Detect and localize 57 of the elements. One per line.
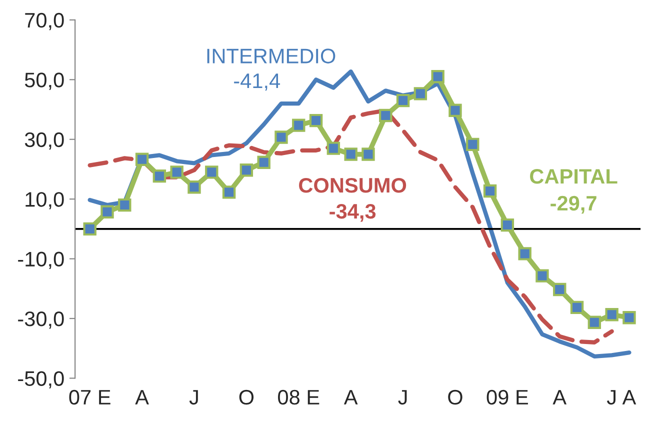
point [118,198,132,212]
x-tick-label: 08 E [278,390,320,405]
point [205,166,218,179]
annotation: -41,4 [234,74,280,91]
point [466,138,480,152]
point [605,308,618,322]
y-tick-label: 10,0 [26,192,64,210]
point [396,94,410,108]
x-tick-label: A [552,390,567,404]
point [100,205,114,219]
point [135,152,149,166]
point [553,282,566,296]
x-tick-label: J [606,390,616,405]
point [448,104,462,117]
point [379,108,392,122]
point [536,269,549,282]
point [188,180,201,194]
point [500,218,514,232]
x-tick-label: O [448,390,462,405]
point [170,166,184,179]
y-tick-label: -30,0 [18,311,64,329]
point [274,130,288,144]
point [622,311,636,324]
annotation: -34,3 [330,204,376,222]
x-tick-label: J [189,390,198,405]
y-tick-label: -50,0 [18,371,64,388]
point [257,156,270,169]
point [344,148,358,161]
x-tick-label: O [239,390,254,405]
x-tick-label: A [344,390,358,404]
x-tick-label: A [622,390,636,404]
y-tick-label: 70,0 [25,12,64,30]
point [431,70,444,84]
point [292,118,306,132]
series-label: CONSUMO [299,178,406,193]
point [152,169,166,183]
point [83,222,96,236]
point [240,164,254,177]
y-tick-label: 30,0 [24,132,64,150]
annotation: -29,7 [550,196,596,214]
x-tick-label: A [135,390,149,404]
series-label: INTERMEDIO [207,48,336,64]
point [326,142,340,155]
point [518,247,532,260]
point [414,87,428,100]
point [222,186,236,199]
x-tick-label: 09 E [486,390,528,405]
series-label: CAPITAL [530,169,618,184]
point [588,316,602,329]
point [309,114,323,128]
x-tick-label: 07 E [69,390,110,405]
point [483,184,497,198]
y-tick-label: -10,0 [18,252,64,269]
x-tick-label: J [398,390,407,405]
point [570,300,584,314]
y-tick-label: 50,0 [24,72,64,90]
point [362,148,375,161]
